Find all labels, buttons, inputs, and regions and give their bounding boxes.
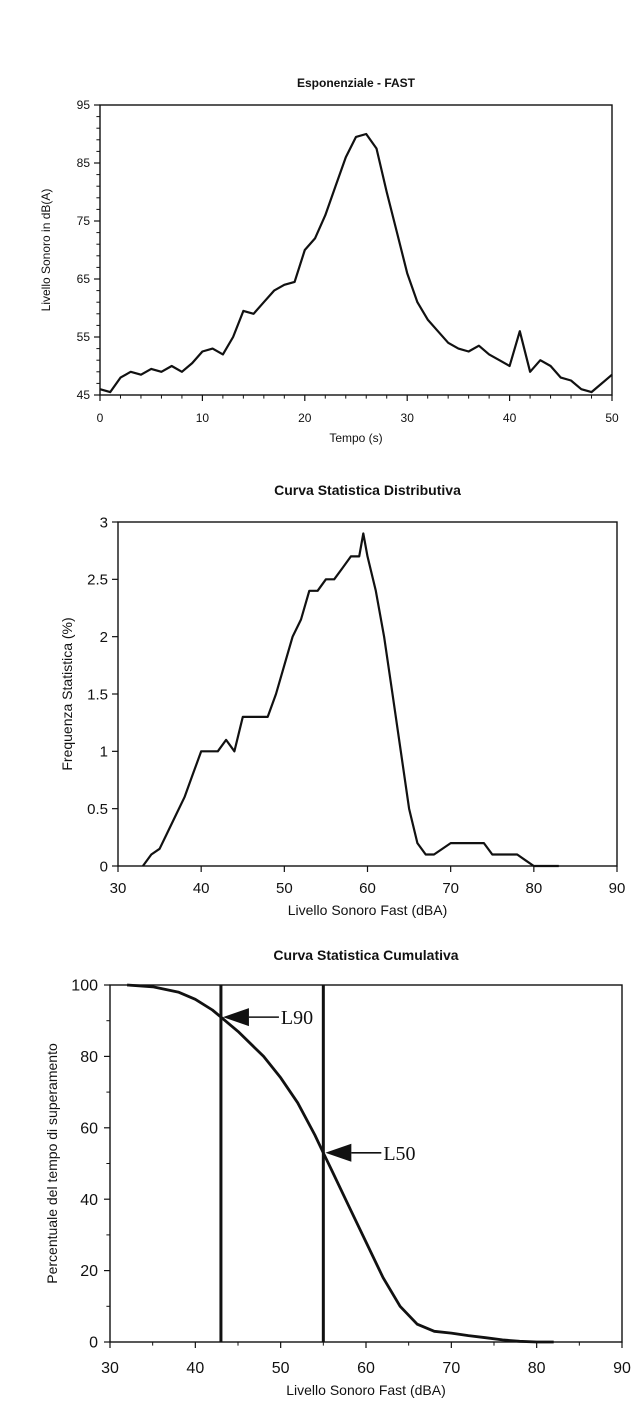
y-tick-label: 65 — [77, 272, 91, 286]
x-axis-label: Livello Sonoro Fast (dBA) — [288, 902, 448, 918]
plot-frame — [99, 104, 613, 396]
x-tick-label: 90 — [609, 880, 626, 897]
x-tick-label: 20 — [298, 411, 312, 425]
y-tick-label: 3 — [100, 514, 108, 531]
y-tick-label: 80 — [80, 1049, 98, 1066]
chart-1: Esponenziale - FAST 45 55 65 75 85 95 0 10 20 30 40… — [39, 76, 619, 445]
chart-title: Esponenziale - FAST — [297, 76, 416, 90]
y-axis-label: Frequenza Statistica (%) — [59, 617, 75, 770]
x-tick-label: 30 — [110, 880, 127, 897]
annotation-arrowhead — [222, 1008, 249, 1027]
y-tick-label: 2.5 — [87, 572, 108, 589]
x-tick-label: 80 — [528, 1360, 546, 1377]
chart-2: Curva Statistica Distributiva 0 0.5 1 1.5 2 2.… — [59, 482, 625, 918]
y-tick-label: 0 — [100, 858, 108, 875]
x-tick-label: 40 — [193, 880, 210, 897]
x-tick-label: 50 — [272, 1360, 290, 1377]
x-tick-label: 60 — [357, 1360, 375, 1377]
x-tick-label: 30 — [101, 1360, 119, 1377]
y-tick-label: 1 — [100, 744, 108, 761]
x-tick-label: 30 — [401, 411, 415, 425]
y-tick-label: 95 — [77, 98, 91, 112]
y-tick-label: 55 — [77, 330, 91, 344]
x-tick-label: 80 — [525, 880, 542, 897]
x-tick-label: 50 — [276, 880, 293, 897]
y-tick-label: 2 — [100, 629, 108, 646]
y-tick-label: 0 — [89, 1335, 98, 1352]
x-tick-label: 10 — [196, 411, 210, 425]
chart-title: Curva Statistica Distributiva — [274, 482, 461, 498]
annotation-label: L90 — [281, 1007, 313, 1029]
y-tick-label: 100 — [71, 978, 98, 995]
plot-frame — [117, 521, 618, 867]
y-tick-label: 0.5 — [87, 801, 108, 818]
y-tick-label: 85 — [77, 156, 91, 170]
y-tick-label: 60 — [80, 1120, 98, 1137]
x-tick-label: 90 — [613, 1360, 631, 1377]
chart-title: Curva Statistica Cumulativa — [273, 947, 458, 963]
y-tick-label: 75 — [77, 214, 91, 228]
annotation-label: L50 — [383, 1143, 415, 1165]
x-axis-label: Tempo (s) — [329, 431, 382, 445]
x-tick-label: 40 — [503, 411, 517, 425]
x-tick-label: 70 — [442, 880, 459, 897]
series-line — [142, 532, 559, 868]
series-line — [99, 132, 613, 394]
y-axis-label: Livello Sonoro in dB(A) — [39, 189, 53, 312]
annotation-arrowhead — [325, 1143, 352, 1162]
chart-3: Curva Statistica Cumulativa 0 20 40 60 80 100 3… — [44, 947, 631, 1398]
x-tick-label: 0 — [97, 411, 104, 425]
series-line — [127, 983, 554, 1344]
x-axis-label: Livello Sonoro Fast (dBA) — [286, 1382, 446, 1398]
y-tick-label: 40 — [80, 1192, 98, 1209]
y-tick-label: 45 — [77, 388, 91, 402]
x-tick-label: 70 — [442, 1360, 460, 1377]
y-axis-label: Percentuale del tempo di superamento — [44, 1043, 60, 1284]
x-tick-label: 50 — [605, 411, 619, 425]
x-tick-label: 40 — [186, 1360, 204, 1377]
plot-frame — [109, 984, 623, 1343]
y-tick-label: 20 — [80, 1263, 98, 1280]
x-tick-label: 60 — [359, 880, 376, 897]
y-tick-label: 1.5 — [87, 686, 108, 703]
